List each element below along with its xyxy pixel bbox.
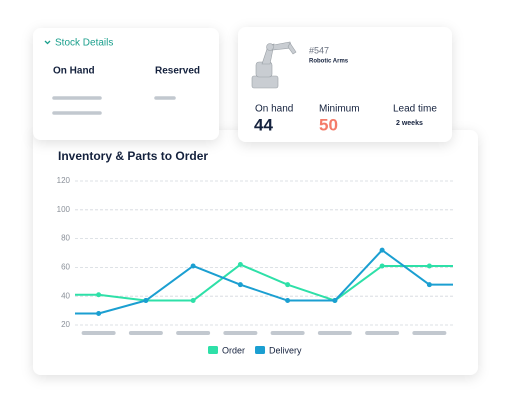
item-id: #547 xyxy=(309,45,329,55)
point xyxy=(237,282,243,288)
series-line xyxy=(98,263,430,302)
y-tick-label: 120 xyxy=(57,176,71,185)
card-bg xyxy=(238,27,452,142)
point xyxy=(285,298,291,304)
point xyxy=(190,298,196,304)
y-tick-label: 80 xyxy=(61,234,70,243)
chevron[interactable] xyxy=(44,40,51,45)
y-tick-label: 40 xyxy=(61,291,70,300)
legend-label: Delivery xyxy=(269,345,302,355)
point xyxy=(237,262,243,268)
robot-icon xyxy=(251,41,297,89)
stat-label: Minimum xyxy=(319,104,360,115)
stat-value: 44 xyxy=(254,115,273,134)
point xyxy=(332,298,338,304)
y-tick-label: 60 xyxy=(61,263,70,272)
column-header: On Hand xyxy=(53,66,95,77)
legend-swatch xyxy=(255,346,266,354)
chart-card: Inventory & Parts to Order 20 40 60 80 100 12… xyxy=(33,130,478,375)
column-header: Reserved xyxy=(155,66,200,77)
stat-value: 50 xyxy=(319,115,338,134)
item-name: Robotic Arms xyxy=(309,59,349,65)
legend-swatch xyxy=(208,346,218,354)
card-bg xyxy=(33,130,478,375)
point xyxy=(96,292,102,298)
stock-title[interactable]: Stock Details xyxy=(55,38,113,49)
point xyxy=(379,263,385,269)
point xyxy=(96,310,102,316)
stat-value: 2 weeks xyxy=(396,120,423,127)
stock-card: Stock Details On Hand Reserved xyxy=(33,28,219,140)
point xyxy=(426,263,432,269)
series-line xyxy=(98,249,430,315)
y-tick-label: 100 xyxy=(57,205,71,214)
chart-title: Inventory & Parts to Order xyxy=(58,149,208,163)
stat-label: On hand xyxy=(255,104,293,115)
y-tick-label: 20 xyxy=(61,320,70,329)
point xyxy=(379,247,385,253)
legend-label: Order xyxy=(222,345,245,355)
stat-label: Lead time xyxy=(393,104,437,115)
point xyxy=(190,263,196,269)
item-card: #547 Robotic Arms On hand Minimum Lead t… xyxy=(238,27,452,142)
point xyxy=(143,298,149,304)
point xyxy=(426,282,432,288)
point xyxy=(285,282,291,288)
